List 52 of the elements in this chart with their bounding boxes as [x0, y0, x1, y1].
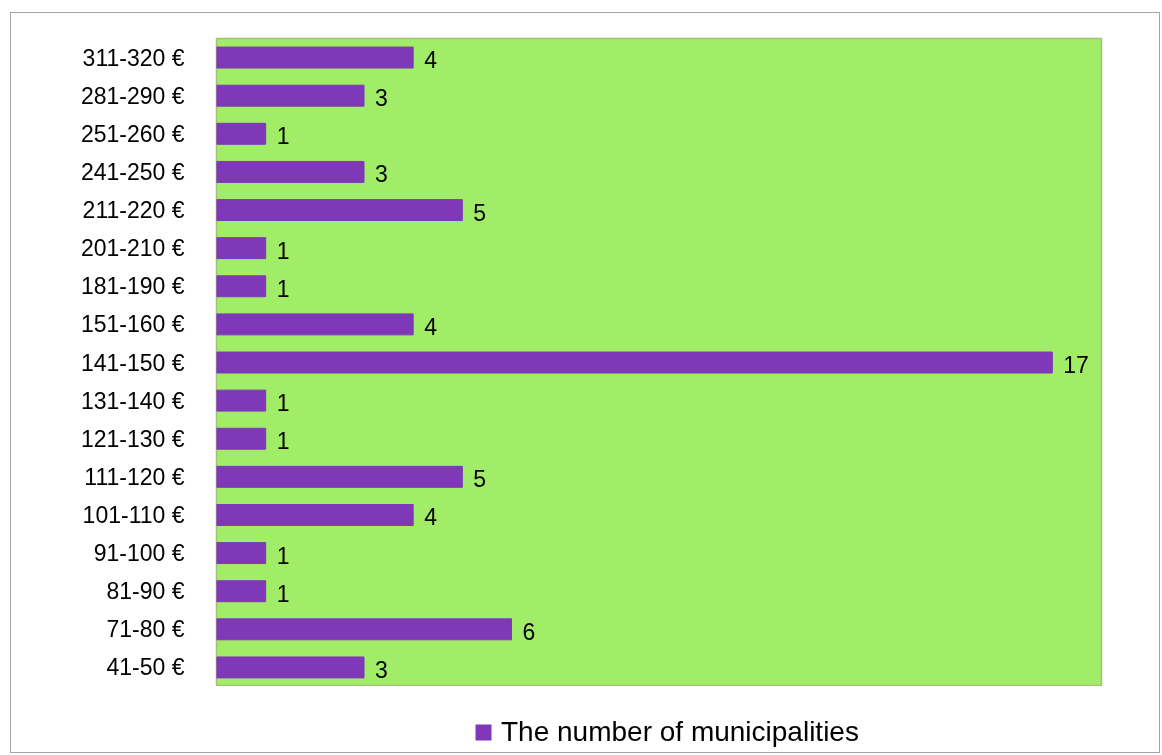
- y-tick-label: 281-290 €: [80, 82, 185, 109]
- y-tick-label: 91-100 €: [93, 540, 185, 567]
- y-tick-label: 181-190 €: [80, 273, 185, 300]
- data-label: 1: [276, 390, 290, 417]
- data-label: 5: [473, 199, 487, 226]
- y-tick-label: 131-140 €: [80, 387, 185, 414]
- y-tick-label: 211-220 €: [82, 197, 185, 224]
- bar: [216, 313, 414, 336]
- bar: [216, 427, 267, 450]
- legend-label: The number of municipalities: [501, 716, 859, 748]
- bar: [216, 542, 267, 565]
- bar: [216, 160, 365, 183]
- bar: [216, 389, 267, 412]
- data-label: 1: [276, 275, 290, 302]
- bar: [216, 199, 463, 222]
- data-label: 4: [424, 47, 438, 74]
- y-tick-label: 241-250 €: [80, 158, 185, 185]
- data-label: 1: [276, 237, 290, 264]
- bar: [216, 237, 267, 260]
- bar: [216, 580, 267, 603]
- bar: [216, 275, 267, 298]
- y-tick-label: 41-50 €: [106, 654, 185, 681]
- bar: [216, 84, 365, 107]
- data-label: 3: [375, 656, 388, 683]
- y-tick-label: 121-130 €: [80, 425, 185, 452]
- bar: [216, 465, 463, 488]
- data-label: 5: [473, 466, 487, 493]
- y-tick-label: 71-80 €: [106, 616, 185, 643]
- y-tick-label: 151-160 €: [80, 311, 185, 338]
- data-label: 3: [375, 161, 388, 188]
- y-tick-label: 111-120 €: [84, 463, 185, 490]
- data-label: 1: [276, 580, 290, 607]
- y-tick-label: 251-260 €: [80, 120, 185, 147]
- data-label: 1: [276, 428, 290, 455]
- data-label: 3: [375, 85, 388, 112]
- y-tick-label: 141-150 €: [80, 349, 185, 376]
- y-tick-label: 81-90 €: [106, 578, 185, 605]
- bar: [216, 351, 1053, 374]
- data-label: 4: [424, 504, 438, 531]
- data-label: 6: [522, 618, 536, 645]
- data-label: 17: [1063, 352, 1089, 378]
- bar: [216, 122, 267, 145]
- y-tick-label: 101-110 €: [82, 501, 185, 528]
- y-tick-label: 311-320 €: [82, 44, 185, 71]
- bar: [216, 46, 414, 69]
- bar: [216, 656, 365, 679]
- data-label: 4: [424, 313, 438, 340]
- bar: [216, 503, 414, 526]
- data-label: 1: [276, 123, 290, 150]
- data-label: 1: [276, 542, 290, 569]
- bar: [216, 618, 512, 641]
- y-tick-label: 201-210 €: [80, 235, 185, 262]
